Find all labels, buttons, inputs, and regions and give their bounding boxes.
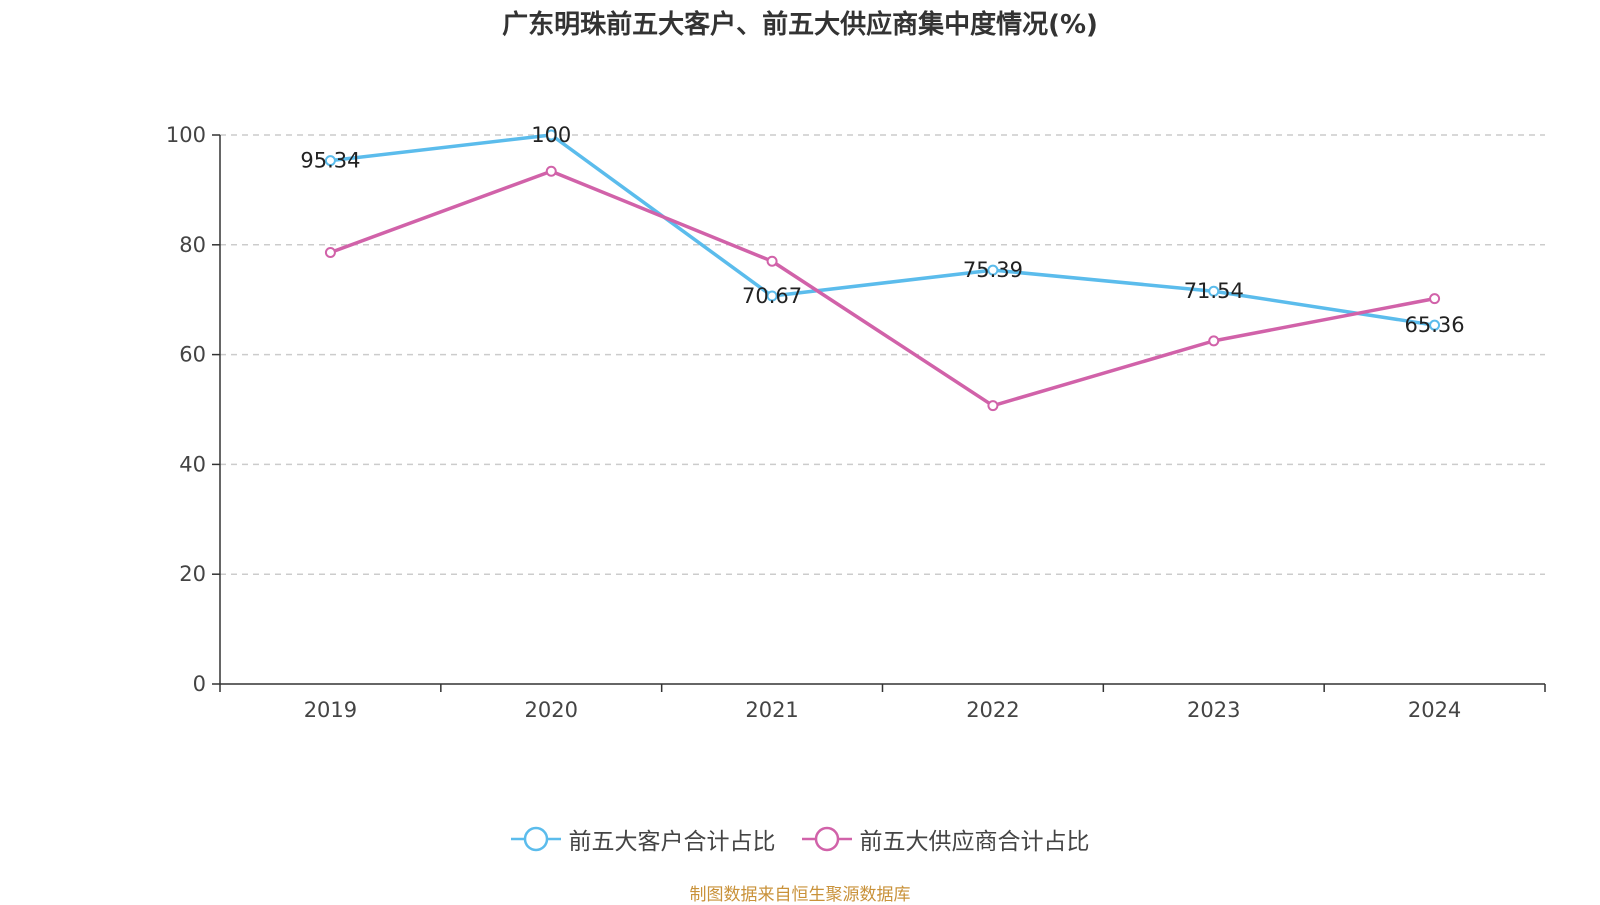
- data-point[interactable]: [987, 400, 999, 412]
- x-tick-label: 2024: [1408, 698, 1461, 722]
- legend-marker-icon: [510, 826, 561, 852]
- data-point[interactable]: [1429, 293, 1441, 305]
- x-tick-label: 2020: [525, 698, 578, 722]
- x-tick-label: 2022: [966, 698, 1019, 722]
- series-line-2: [329, 169, 1435, 408]
- legend-label: 前五大供应商合计占比: [859, 829, 1090, 855]
- legend-label: 前五大客户合计占比: [568, 829, 776, 855]
- y-tick-label: 40: [179, 452, 206, 476]
- x-tick-label: 2019: [304, 698, 357, 722]
- data-point[interactable]: [1208, 285, 1220, 297]
- y-tick-label: 0: [193, 672, 206, 696]
- legend: 前五大客户合计占比 前五大供应商合计占比: [0, 822, 1600, 856]
- data-label: 75.39: [963, 258, 1023, 282]
- data-label: 71.54: [1184, 279, 1244, 303]
- legend-item[interactable]: 前五大客户合计占比: [510, 822, 776, 856]
- legend-marker-icon: [801, 826, 852, 852]
- data-point[interactable]: [987, 264, 999, 276]
- data-point[interactable]: [766, 290, 778, 302]
- x-tick-label: 2021: [745, 698, 798, 722]
- data-label: 70.67: [742, 284, 802, 308]
- x-tick-label: 2023: [1187, 698, 1240, 722]
- grid-lines: [220, 134, 1545, 575]
- data-point[interactable]: [545, 165, 557, 177]
- y-tick-label: 80: [179, 233, 206, 257]
- data-point[interactable]: [1429, 319, 1441, 331]
- y-tick-label: 60: [179, 343, 206, 367]
- data-label: 65.36: [1405, 313, 1465, 337]
- axes: 0 20 40 60 80 100 2019 2020 2021 2022 2023 2024: [166, 123, 1546, 722]
- data-point[interactable]: [324, 246, 336, 258]
- data-labels: 95.34 100 70.67 75.39 71.54 65.36: [300, 123, 1464, 337]
- data-label: 95.34: [300, 149, 360, 173]
- data-point[interactable]: [324, 155, 336, 167]
- data-point[interactable]: [766, 255, 778, 267]
- legend-item[interactable]: 前五大供应商合计占比: [801, 822, 1090, 856]
- y-tick-label: 20: [179, 562, 206, 586]
- source-note: 制图数据来自恒生聚源数据库: [689, 885, 911, 905]
- data-label: 100: [531, 123, 571, 147]
- data-point[interactable]: [545, 129, 557, 141]
- series-lines: [324, 129, 1441, 412]
- chart-title: 广东明珠前五大客户、前五大供应商集中度情况(%): [502, 10, 1098, 40]
- data-point[interactable]: [1208, 335, 1220, 347]
- series-line-1: [330, 133, 1435, 327]
- y-tick-label: 100: [166, 123, 206, 147]
